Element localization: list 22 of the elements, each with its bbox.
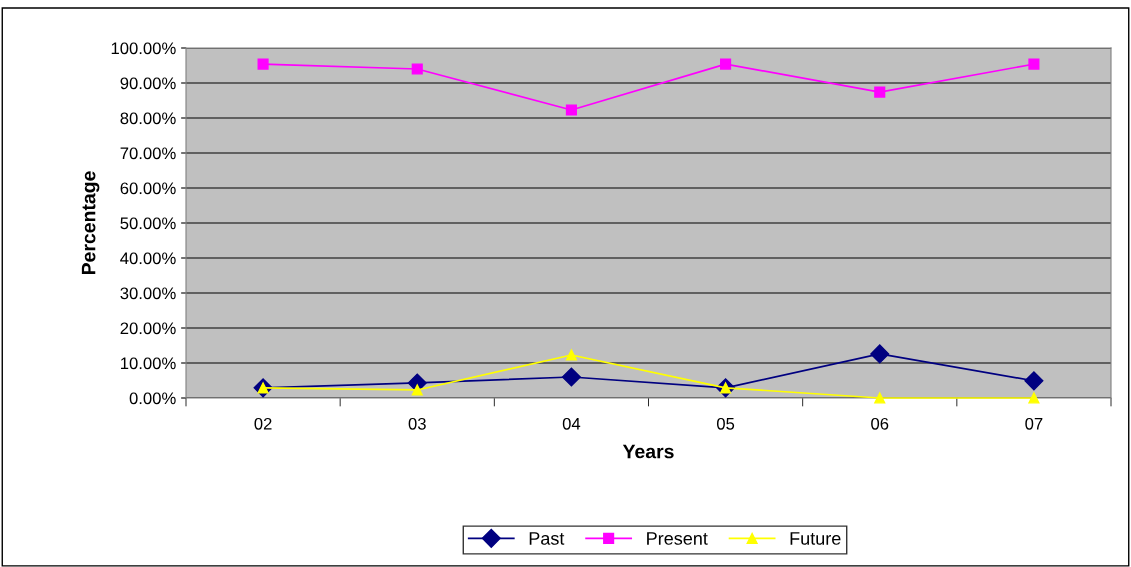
x-tick-label: 02 xyxy=(254,417,272,430)
x-tick-label: 04 xyxy=(562,417,581,430)
y-tick-label: 20.00% xyxy=(120,322,176,335)
x-axis-title: Years xyxy=(622,444,674,459)
y-tick-label: 80.00% xyxy=(120,112,176,125)
y-tick-label: 0.00% xyxy=(129,392,176,405)
x-tick-label: 05 xyxy=(716,417,735,430)
legend-label: Past xyxy=(529,532,565,545)
y-tick-label: 40.00% xyxy=(120,252,176,265)
y-tick-label: 50.00% xyxy=(120,217,176,230)
y-tick-label: 100.00% xyxy=(111,42,176,55)
legend-label: Present xyxy=(647,532,708,545)
x-tick-label: 06 xyxy=(871,417,889,430)
x-tick-label: 07 xyxy=(1025,417,1043,430)
y-tick-label: 70.00% xyxy=(120,147,176,160)
y-tick-label: 30.00% xyxy=(120,287,176,300)
y-tick-label: 90.00% xyxy=(120,77,176,90)
y-tick-label: 60.00% xyxy=(120,182,176,195)
legend-label: Future xyxy=(790,532,841,545)
x-tick-label: 03 xyxy=(408,417,426,430)
y-axis-title: Percentage xyxy=(81,171,100,275)
y-tick-label: 10.00% xyxy=(121,357,176,370)
